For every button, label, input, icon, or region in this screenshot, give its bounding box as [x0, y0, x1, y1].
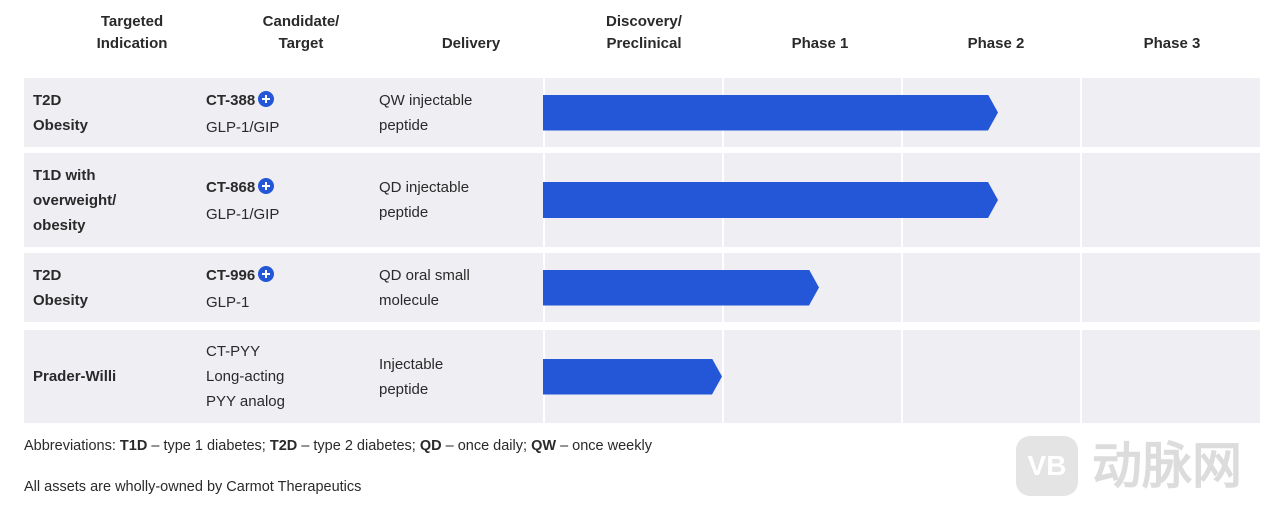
candidate-name: CT-996 — [206, 266, 256, 284]
indication: T2D Obesity — [33, 263, 88, 313]
text-line: Injectable — [379, 355, 444, 373]
text-line: Phase 2 — [967, 35, 1025, 52]
progress-bar — [543, 182, 998, 218]
text-line: Preclinical — [606, 35, 682, 52]
text-line: QW injectable — [379, 91, 473, 109]
phase-divider — [901, 253, 903, 322]
text-line: T2D — [33, 266, 62, 284]
abbreviation-term: QW — [531, 438, 557, 454]
text-line: Candidate/ — [262, 13, 340, 30]
abbreviation-definition: – once daily; — [445, 438, 528, 454]
candidate-name: CT-388 — [206, 91, 256, 109]
text-line: peptide — [379, 204, 429, 221]
delivery: QD oral small molecule — [379, 263, 470, 313]
text-line: Prader-Willi — [33, 368, 117, 385]
indication: T2D Obesity — [33, 88, 88, 138]
phase-divider — [722, 330, 724, 423]
abbreviation-definition: – type 1 diabetes; — [151, 438, 266, 454]
candidate-name-line: CT-388 — [206, 88, 279, 115]
text-line: QD injectable — [379, 179, 470, 196]
abbreviations: Abbreviations: T1D – type 1 diabetes; T2… — [24, 438, 652, 454]
text-line: T2D — [33, 91, 62, 109]
delivery: Injectable peptide — [379, 352, 443, 402]
pipeline-row: T2D Obesity CT-996 GLP-1 QD oral small molecu… — [24, 253, 1260, 322]
column-header: Phase 2 — [911, 33, 1081, 55]
new-icon — [258, 265, 275, 290]
watermark-logo: VB — [1016, 436, 1078, 496]
text-line: T1D with — [33, 166, 96, 184]
pipeline-row: Prader-Willi CT-PYY Long-acting PYY analog I… — [24, 330, 1260, 423]
abbreviation-term: QD — [419, 438, 442, 454]
phase-divider — [1080, 253, 1082, 322]
indication: T1D with overweight/obesity — [33, 163, 116, 238]
column-header: Phase 1 — [735, 33, 905, 55]
text-line: Targeted — [100, 13, 164, 30]
text-line: obesity — [33, 216, 86, 234]
text-line: CT-PYY — [206, 343, 261, 360]
text-line: PYY analog — [206, 393, 285, 410]
abbreviation-term: T1D — [119, 438, 148, 454]
phase-divider — [1080, 153, 1082, 247]
abbreviations-label: Abbreviations: — [24, 438, 116, 454]
text-line: Obesity — [33, 291, 89, 309]
text-line: peptide — [379, 116, 429, 134]
text-line: GLP-1/GIP — [206, 118, 280, 136]
text-line: Indication — [96, 35, 168, 52]
text-line: GLP-1/GIP — [206, 206, 280, 223]
delivery: QD injectable peptide — [379, 175, 469, 225]
candidate: CT-996 GLP-1 — [206, 263, 275, 315]
candidate: CT-PYY Long-acting PYY analog — [206, 339, 285, 414]
text-line: peptide — [379, 380, 429, 398]
text-line: GLP-1 — [206, 293, 250, 311]
column-header: Phase 3 — [1087, 33, 1257, 55]
column-header: Candidate/Target — [216, 11, 386, 55]
text-line: molecule — [379, 291, 440, 309]
column-header: Delivery — [386, 33, 556, 55]
pipeline-row: T2D Obesity CT-388 GLP-1/GIP QW injectable pe… — [24, 78, 1260, 147]
column-header: Discovery/Preclinical — [559, 11, 729, 55]
new-icon — [258, 177, 275, 202]
indication: Prader-Willi — [33, 364, 116, 389]
text-line: Discovery/ — [606, 13, 682, 30]
phase-divider — [901, 330, 903, 423]
new-icon — [258, 90, 275, 115]
abbreviation-definition: – once weekly — [560, 438, 652, 454]
text-line: overweight/ — [33, 191, 117, 209]
candidate-name: CT-868 — [206, 179, 256, 196]
text-line: Delivery — [441, 35, 501, 52]
progress-bar — [543, 270, 819, 306]
text-line: Target — [278, 35, 324, 52]
watermark-text: 动脉网 — [1092, 438, 1242, 494]
phase-divider — [1080, 330, 1082, 423]
progress-bar — [543, 95, 998, 131]
delivery: QW injectable peptide — [379, 88, 472, 138]
text-line: Phase 3 — [1143, 35, 1201, 52]
abbreviation-definition: – type 2 diabetes; — [301, 438, 416, 454]
phase-divider — [1080, 78, 1082, 147]
text-line: QD oral small — [379, 266, 470, 284]
text-line: Obesity — [33, 116, 89, 134]
column-header: Targeted Indication — [47, 11, 217, 55]
progress-bar — [543, 359, 722, 395]
text-line: Phase 1 — [791, 35, 849, 52]
text-line: Long-acting — [206, 368, 285, 385]
candidate: CT-388 GLP-1/GIP — [206, 88, 279, 140]
pipeline-row: T1D with overweight/obesity CT-868 GLP-1/GI… — [24, 153, 1260, 247]
candidate-name-line: CT-996 — [206, 263, 275, 290]
candidate-name-line: CT-868 — [206, 175, 279, 202]
candidate: CT-868 GLP-1/GIP — [206, 175, 279, 227]
abbreviation-term: T2D — [269, 438, 298, 454]
ownership-note: All assets are wholly-owned by Carmot Th… — [24, 479, 362, 495]
